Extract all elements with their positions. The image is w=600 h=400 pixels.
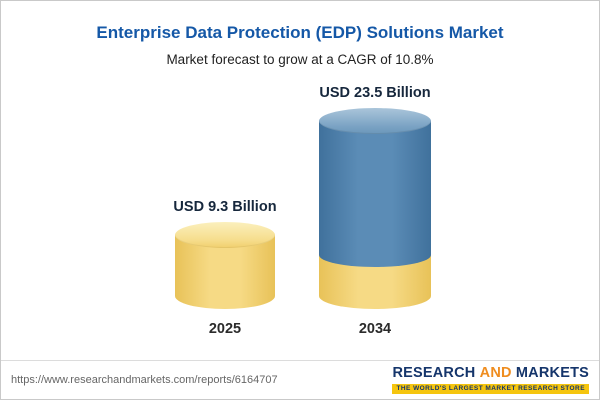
logo-tagline: THE WORLD'S LARGEST MARKET RESEARCH STOR… <box>392 383 589 394</box>
logo-word-research: RESEARCH <box>392 365 476 381</box>
bar-2025-top-ellipse <box>175 222 275 248</box>
header: Enterprise Data Protection (EDP) Solutio… <box>1 23 599 67</box>
bar-group-2025: USD 9.3 Billion 2025 <box>150 199 300 337</box>
page-title: Enterprise Data Protection (EDP) Solutio… <box>96 23 504 42</box>
research-and-markets-logo: RESEARCH AND MARKETS THE WORLD'S LARGEST… <box>392 366 589 394</box>
bar-2034-cylinder <box>319 108 431 309</box>
value-label-2034: USD 23.5 Billion <box>319 85 431 101</box>
bar-2025-cylinder <box>175 222 275 309</box>
axis-label-2025: 2025 <box>208 321 242 337</box>
logo-word-markets: MARKETS <box>515 365 589 381</box>
subtitle: Market forecast to grow at a CAGR of 10.… <box>166 52 434 67</box>
logo-word-and: AND <box>479 365 512 381</box>
footer: https://www.researchandmarkets.com/repor… <box>1 361 599 399</box>
value-label-2025: USD 9.3 Billion <box>173 199 277 215</box>
bar-2034-top-ellipse <box>319 108 431 134</box>
bar-chart: USD 9.3 Billion 2025 USD 23.5 Billion 20… <box>1 85 599 337</box>
bar-2034-blue-segment <box>319 121 431 267</box>
axis-label-2034: 2034 <box>358 321 392 337</box>
footer-divider <box>1 360 599 361</box>
logo-wordmark: RESEARCH AND MARKETS <box>392 366 589 381</box>
source-url: https://www.researchandmarkets.com/repor… <box>11 374 278 386</box>
bar-group-2034: USD 23.5 Billion 2034 <box>300 85 450 337</box>
